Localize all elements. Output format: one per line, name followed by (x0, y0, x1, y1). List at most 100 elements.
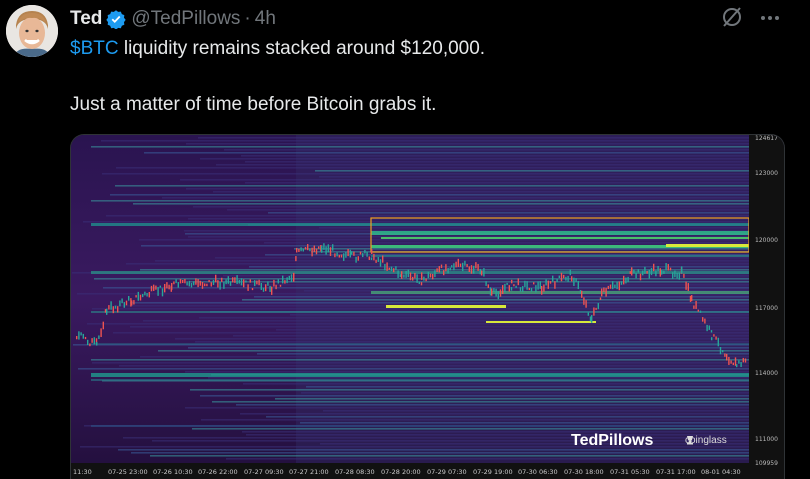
price-candle (744, 358, 747, 363)
liquidity-band (300, 422, 749, 424)
price-candle (473, 265, 475, 274)
author-handle[interactable]: @TedPillows (131, 8, 241, 29)
price-candle (175, 279, 177, 284)
y-tick: 123000 (755, 170, 778, 177)
liquidity-band (115, 185, 749, 187)
price-candle (234, 277, 236, 283)
price-candle (215, 274, 217, 283)
price-candle (510, 286, 513, 291)
liquidity-band (233, 335, 749, 337)
price-candle (537, 281, 539, 290)
price-candle (667, 264, 669, 271)
price-candle (443, 270, 445, 276)
price-candle (212, 279, 215, 286)
cashtag-link[interactable]: $BTC (70, 38, 119, 59)
price-candle (359, 251, 362, 255)
author-name[interactable]: Ted (70, 8, 103, 29)
x-tick: 07-25 23:00 (108, 468, 148, 476)
price-candle (639, 273, 642, 281)
price-candle (304, 247, 307, 250)
price-candle (89, 343, 91, 347)
price-candle (382, 255, 384, 263)
price-candle (571, 276, 573, 282)
liquidity-band (224, 149, 749, 151)
price-candle (549, 281, 552, 284)
more-icon[interactable] (756, 4, 784, 28)
price-candle (545, 279, 547, 286)
liquidity-band (323, 410, 749, 412)
liquidity-band (243, 383, 749, 385)
price-candle (110, 301, 112, 310)
liquidity-band (265, 254, 749, 256)
price-candle (227, 276, 229, 284)
price-candle (282, 275, 284, 284)
price-candle (87, 339, 89, 346)
grok-icon[interactable] (720, 5, 744, 29)
coinglass-text: coinglass (685, 435, 727, 446)
separator-dot: · (244, 8, 251, 29)
price-candle (249, 279, 251, 283)
price-candle (366, 251, 368, 257)
liquidity-band (304, 290, 749, 292)
liquidity-band (315, 170, 749, 172)
price-candle (386, 262, 388, 271)
price-candle (298, 248, 300, 252)
chart-image[interactable]: 124617 123000 120000 117000 114000 11100… (70, 134, 785, 479)
price-candle (320, 244, 322, 252)
liquidity-band (130, 302, 749, 304)
price-candle (323, 243, 325, 250)
price-candle (618, 281, 620, 291)
price-candle (612, 281, 614, 290)
price-candle (502, 285, 504, 295)
y-tick: 117000 (755, 305, 778, 312)
verified-badge-icon[interactable] (106, 9, 127, 29)
price-candle (724, 353, 726, 357)
price-candle (300, 247, 302, 252)
price-candle (519, 287, 522, 292)
price-candle (397, 270, 399, 278)
liquidity-band (371, 245, 749, 248)
price-candle (137, 291, 139, 301)
price-candle (210, 282, 212, 287)
liquidity-band (186, 188, 749, 190)
liquidity-band (268, 212, 749, 214)
price-candle (589, 316, 592, 322)
price-candle (466, 264, 468, 268)
price-candle (338, 254, 340, 258)
price-candle (726, 353, 728, 361)
price-candle (332, 244, 334, 251)
liquidity-band (192, 428, 749, 430)
x-tick: 07-28 08:30 (335, 468, 375, 476)
price-candle (585, 300, 587, 308)
liquidity-band (102, 173, 749, 175)
price-candle (697, 309, 699, 312)
tweet-text-line-1: $BTC liquidity remains stacked around $1… (70, 38, 485, 60)
price-candle (567, 275, 569, 282)
price-candle (159, 285, 161, 288)
price-candle (657, 265, 659, 272)
price-candle (318, 246, 320, 249)
price-candle (307, 244, 309, 251)
liquidity-band (162, 197, 749, 199)
price-candle (691, 295, 693, 302)
price-candle (445, 264, 447, 272)
price-candle (388, 267, 390, 270)
price-candle (625, 277, 627, 284)
price-candle (82, 333, 84, 339)
liquidity-band (371, 255, 749, 257)
price-candle (687, 283, 689, 291)
price-candle (599, 297, 602, 300)
price-candle (168, 284, 170, 290)
liquidity-band (200, 395, 749, 397)
timestamp[interactable]: 4h (254, 8, 276, 29)
liquidity-band (242, 431, 749, 433)
price-candle (84, 336, 87, 340)
price-candle (368, 256, 370, 260)
price-candle (455, 261, 457, 268)
liquidity-band (91, 311, 749, 313)
price-candle (653, 263, 655, 272)
avatar[interactable] (6, 5, 58, 57)
price-candle (238, 279, 240, 284)
price-candle (173, 281, 175, 285)
liquidity-band (245, 161, 749, 163)
